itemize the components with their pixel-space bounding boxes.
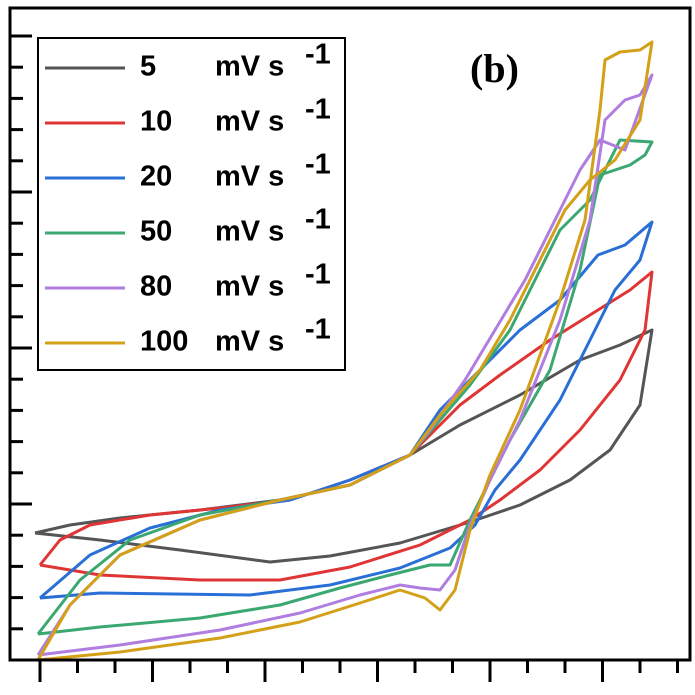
cv-curve [38,270,654,582]
legend-label: 20 [140,161,172,193]
plot-frame [8,6,692,662]
legend-label: 50 [140,216,172,248]
legend-label: 100 [140,326,188,358]
legend-unit: mV s [215,106,284,138]
legend-unit-exponent: -1 [305,314,331,346]
legend-unit-exponent: -1 [305,204,331,236]
legend-unit: mV s [215,271,284,303]
legend-label: 10 [140,106,172,138]
legend-label: 80 [140,271,172,303]
legend-unit-exponent: -1 [305,94,331,126]
legend-box [37,37,346,371]
legend-label: 5 [140,51,156,83]
legend-unit: mV s [215,161,284,193]
legend-unit: mV s [215,51,284,83]
legend-unit-exponent: -1 [305,39,331,71]
legend-unit: mV s [215,216,284,248]
legend-unit-exponent: -1 [305,149,331,181]
annotation: (b) [470,46,519,91]
cv-curve [36,40,654,662]
legend-unit: mV s [215,326,284,358]
legend-unit-exponent: -1 [305,259,331,291]
